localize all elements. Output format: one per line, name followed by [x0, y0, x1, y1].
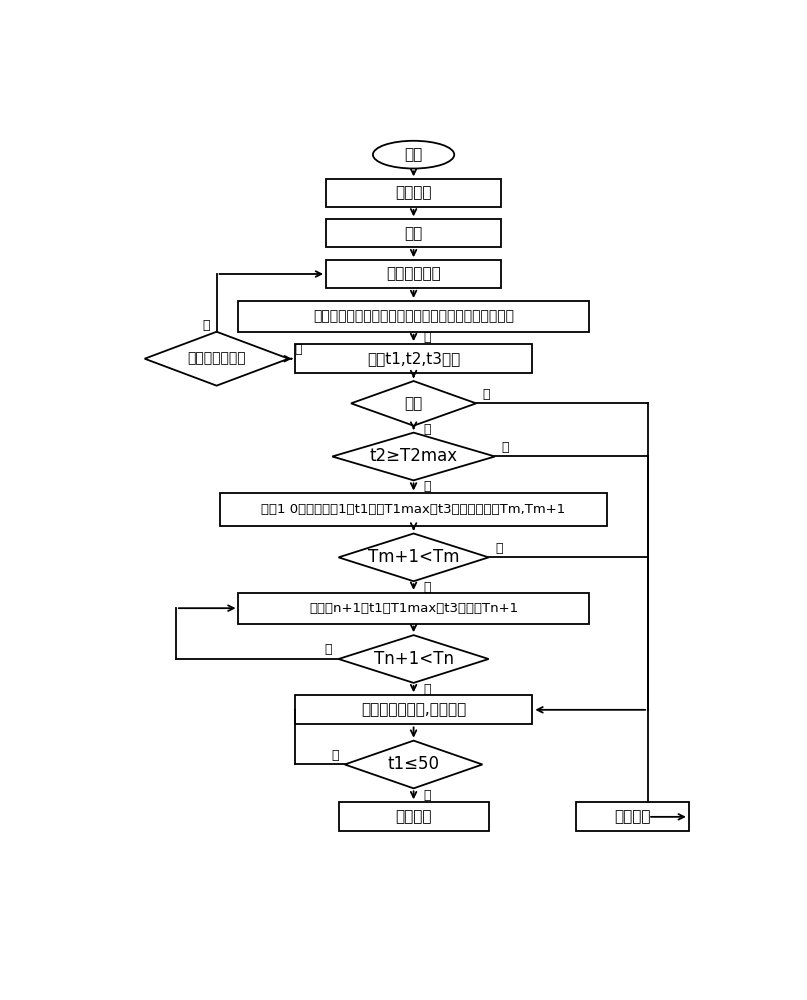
Text: 开始: 开始 — [404, 147, 423, 162]
Text: 是: 是 — [483, 388, 490, 401]
Text: 开启烘干加热器、鼓风泵、控制电机、进水阀、排水泵: 开启烘干加热器、鼓风泵、控制电机、进水阀、排水泵 — [313, 309, 514, 323]
Text: 烘干结束: 烘干结束 — [395, 809, 432, 824]
Text: 否: 否 — [423, 423, 430, 436]
Text: 是: 是 — [203, 319, 211, 332]
Text: Tm+1<Tm: Tm+1<Tm — [368, 548, 459, 566]
Text: 是: 是 — [495, 542, 503, 555]
Text: 异常: 异常 — [404, 396, 423, 411]
Text: 否: 否 — [423, 331, 430, 344]
Text: 检测t1,t2,t3温度: 检测t1,t2,t3温度 — [367, 351, 460, 366]
Text: 否: 否 — [324, 643, 332, 656]
Text: 关闭烘干加热器,吹风降温: 关闭烘干加热器,吹风降温 — [361, 702, 466, 717]
Text: Tn+1<Tn: Tn+1<Tn — [374, 650, 454, 668]
Text: t1≤50: t1≤50 — [387, 755, 440, 773]
Text: 否: 否 — [331, 749, 339, 762]
Text: 记录第n+1次t1到T1max时t3的温度Tn+1: 记录第n+1次t1到T1max时t3的温度Tn+1 — [309, 602, 518, 615]
Text: 称重: 称重 — [404, 226, 423, 241]
Text: 是: 是 — [423, 789, 430, 802]
Text: 蜂鸣报警: 蜂鸣报警 — [614, 809, 650, 824]
Text: 否: 否 — [423, 581, 430, 594]
Text: 否: 否 — [423, 480, 430, 493]
Text: 烘干运行时间到: 烘干运行时间到 — [187, 352, 246, 366]
Text: 是: 是 — [423, 683, 430, 696]
Text: 是: 是 — [501, 441, 508, 454]
Text: 烘干模式: 烘干模式 — [395, 186, 432, 201]
Text: 预估烘干时间: 预估烘干时间 — [387, 266, 441, 282]
Text: t2≥T2max: t2≥T2max — [370, 447, 458, 465]
Text: 每隔1 0秒钟记录第1次t1未到T1max时t3的温度平均値Tm,Tm+1: 每隔1 0秒钟记录第1次t1未到T1max时t3的温度平均値Tm,Tm+1 — [261, 503, 566, 516]
Text: 否: 否 — [295, 343, 303, 356]
